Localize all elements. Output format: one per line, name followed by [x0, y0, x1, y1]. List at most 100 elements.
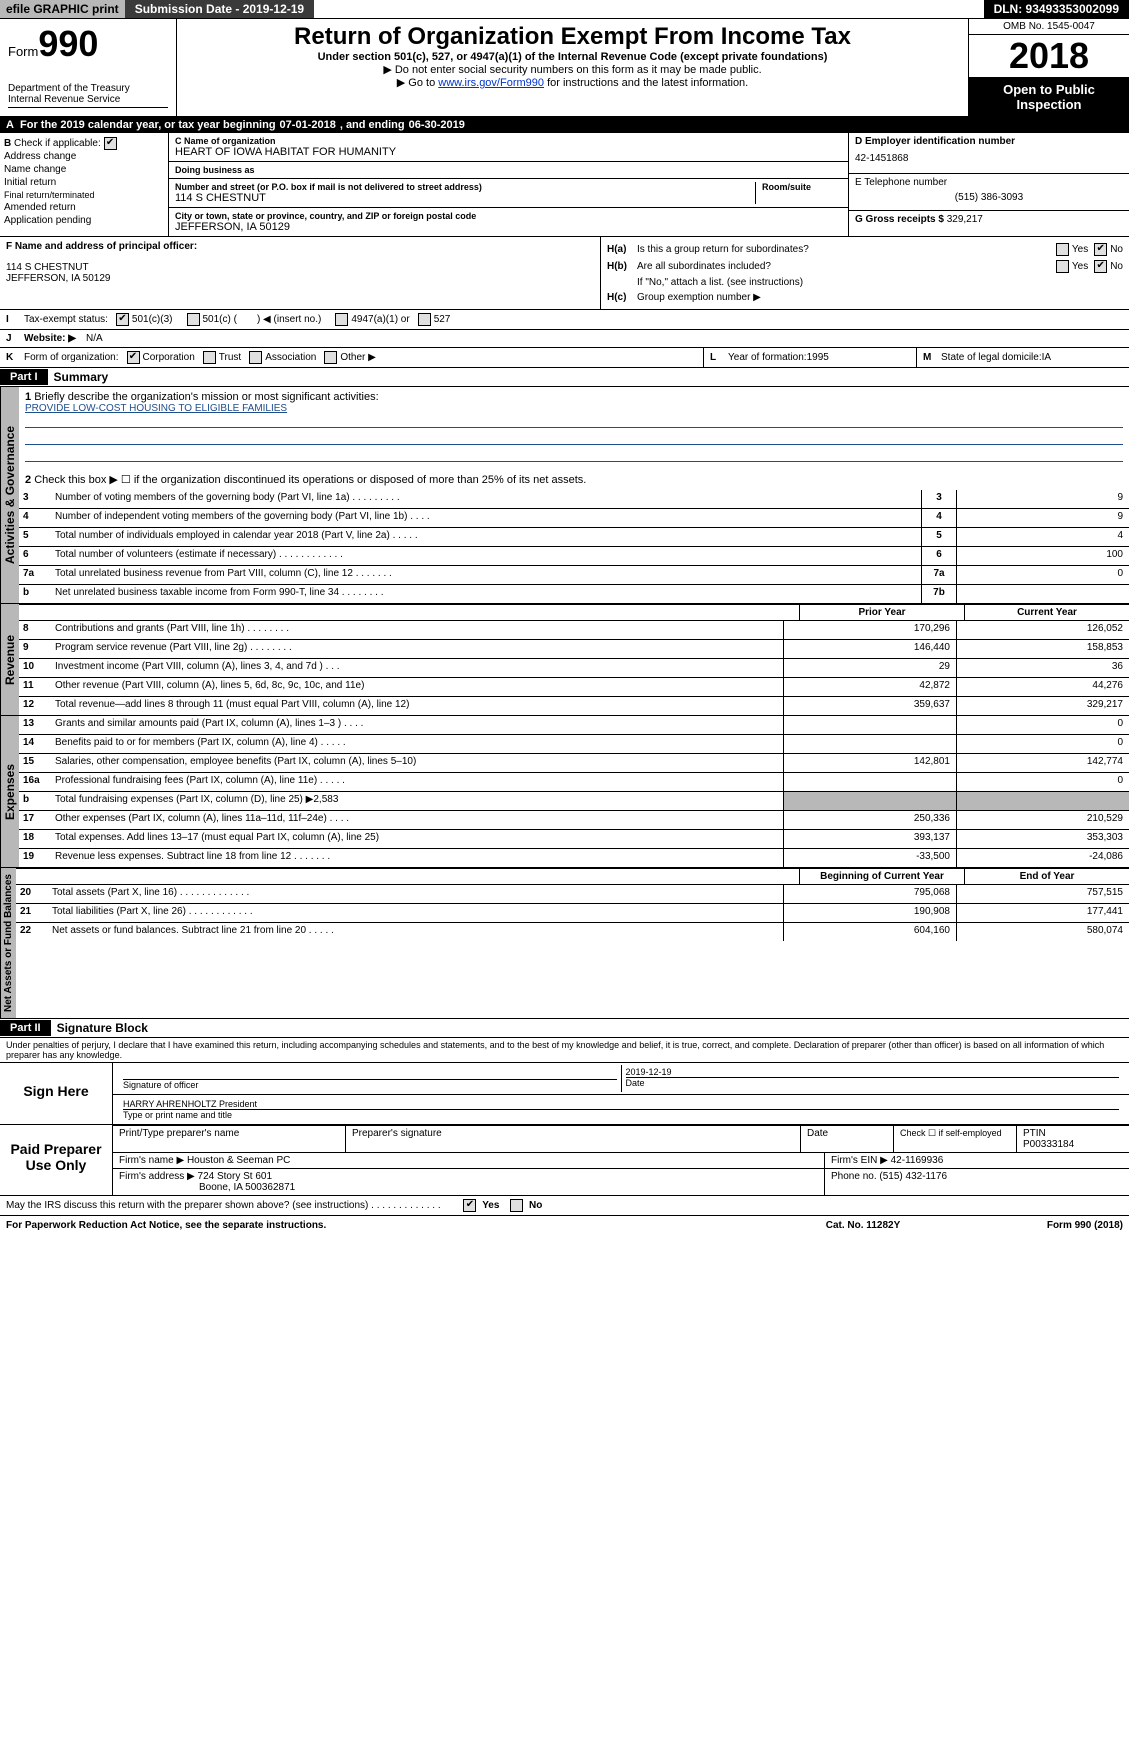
tax-year: 2018	[969, 35, 1129, 78]
gov-num: 5	[19, 528, 51, 546]
row-a-begin: 07-01-2018	[276, 119, 340, 131]
j-text: Website: ▶	[24, 333, 76, 344]
row-num: 10	[19, 659, 51, 677]
row-num: 18	[19, 830, 51, 848]
row-val2: -24,086	[956, 849, 1129, 867]
i-4947-chk[interactable]	[335, 313, 348, 326]
k-assoc-chk[interactable]	[249, 351, 262, 364]
note2-post: for instructions and the latest informat…	[544, 77, 748, 89]
current-year-head: Current Year	[964, 605, 1129, 620]
hb-no: No	[1110, 261, 1123, 272]
i-4947: 4947(a)(1) or	[351, 314, 409, 325]
irs-link[interactable]: www.irs.gov/Form990	[438, 77, 544, 89]
open-public: Open to Public Inspection	[969, 78, 1129, 116]
ha-no-chk[interactable]	[1094, 243, 1107, 256]
k-assoc: Association	[265, 352, 316, 363]
ha-yes-chk[interactable]	[1056, 243, 1069, 256]
footer-mid: Cat. No. 11282Y	[763, 1220, 963, 1231]
i-501c-a: 501(c) (	[203, 314, 237, 325]
website-val: N/A	[86, 333, 103, 344]
hb-text: Are all subordinates included?	[637, 261, 1056, 272]
row-num: 17	[19, 811, 51, 829]
row-val2: 158,853	[956, 640, 1129, 658]
row-num: 12	[19, 697, 51, 715]
phone-l: Phone no.	[831, 1171, 877, 1182]
row-num: 9	[19, 640, 51, 658]
i-527-chk[interactable]	[418, 313, 431, 326]
dept1: Department of the Treasury	[8, 83, 168, 94]
efile-label: efile GRAPHIC print	[0, 0, 125, 18]
gov-colnum: 7b	[921, 585, 956, 603]
gov-colnum: 7a	[921, 566, 956, 584]
k-trust-chk[interactable]	[203, 351, 216, 364]
org-name: HEART OF IOWA HABITAT FOR HUMANITY	[175, 146, 842, 158]
ha-yes: Yes	[1072, 244, 1088, 255]
row-val1: 359,637	[783, 697, 956, 715]
chk-address: Address change	[4, 150, 164, 163]
gov-desc: Number of voting members of the governin…	[51, 490, 921, 508]
gov-colnum: 4	[921, 509, 956, 527]
row-val1	[783, 792, 956, 810]
gov-val: 4	[956, 528, 1129, 546]
firm-addr-l: Firm's address ▶	[119, 1171, 195, 1182]
row-a-pre: For the 2019 calendar year, or tax year …	[20, 119, 276, 131]
submission-date: Submission Date - 2019-12-19	[125, 0, 314, 18]
row-num: 21	[16, 904, 48, 922]
hb-no-chk[interactable]	[1094, 260, 1107, 273]
row-desc: Program service revenue (Part VIII, line…	[51, 640, 783, 658]
row-desc: Total assets (Part X, line 16) . . . . .…	[48, 885, 783, 903]
prior-year-head: Prior Year	[799, 605, 964, 620]
begin-year-head: Beginning of Current Year	[799, 869, 964, 884]
i-501c3-chk[interactable]	[116, 313, 129, 326]
sig-officer-label: Signature of officer	[123, 1080, 617, 1090]
officer-addr2: JEFFERSON, IA 50129	[6, 273, 594, 284]
gov-num: 3	[19, 490, 51, 508]
row-desc: Investment income (Part VIII, column (A)…	[51, 659, 783, 677]
row-val1	[783, 735, 956, 753]
i-501c-chk[interactable]	[187, 313, 200, 326]
sign-date-label: Date	[626, 1078, 1120, 1088]
row-num: 22	[16, 923, 48, 941]
note1: ▶ Do not enter social security numbers o…	[181, 63, 964, 76]
gov-val: 100	[956, 547, 1129, 565]
row-val1	[783, 773, 956, 791]
discuss-yes-chk[interactable]	[463, 1199, 476, 1212]
ha-no: No	[1110, 244, 1123, 255]
mission-line4	[25, 448, 1123, 462]
chk-final: Final return/terminated	[4, 189, 164, 201]
k-other-chk[interactable]	[324, 351, 337, 364]
part1-title: Summary	[48, 368, 115, 386]
row-num: 15	[19, 754, 51, 772]
note2-pre: ▶ Go to	[397, 77, 438, 89]
prep-h2: Preparer's signature	[345, 1126, 800, 1152]
row-num: 16a	[19, 773, 51, 791]
row-desc: Professional fundraising fees (Part IX, …	[51, 773, 783, 791]
gov-num: 4	[19, 509, 51, 527]
m-text: State of legal domicile:	[941, 352, 1042, 363]
row-val2	[956, 792, 1129, 810]
chk-initial: Initial return	[4, 176, 164, 189]
row-num: b	[19, 792, 51, 810]
prep-h5: PTIN	[1023, 1128, 1123, 1139]
chk-name: Name change	[4, 163, 164, 176]
row-desc: Total revenue—add lines 8 through 11 (mu…	[51, 697, 783, 715]
end-year-head: End of Year	[964, 869, 1129, 884]
i-text: Tax-exempt status:	[24, 314, 108, 325]
form-word: Form	[8, 44, 38, 59]
address-checkbox[interactable]	[104, 137, 117, 150]
l1-text: Briefly describe the organization's miss…	[34, 391, 378, 403]
b-label: B	[4, 138, 11, 149]
officer-name: HARRY AHRENHOLTZ President	[123, 1099, 1119, 1110]
hb-yes-chk[interactable]	[1056, 260, 1069, 273]
row-val1: 250,336	[783, 811, 956, 829]
k-corp-chk[interactable]	[127, 351, 140, 364]
l-text: Year of formation:	[728, 352, 807, 363]
ein-val: 42-1451868	[855, 147, 1123, 170]
i-527: 527	[434, 314, 451, 325]
m-val: IA	[1042, 352, 1051, 363]
discuss-no-chk[interactable]	[510, 1199, 523, 1212]
row-val1: 142,801	[783, 754, 956, 772]
row-val1: 42,872	[783, 678, 956, 696]
omb: OMB No. 1545-0047	[969, 19, 1129, 35]
row-desc: Benefits paid to or for members (Part IX…	[51, 735, 783, 753]
